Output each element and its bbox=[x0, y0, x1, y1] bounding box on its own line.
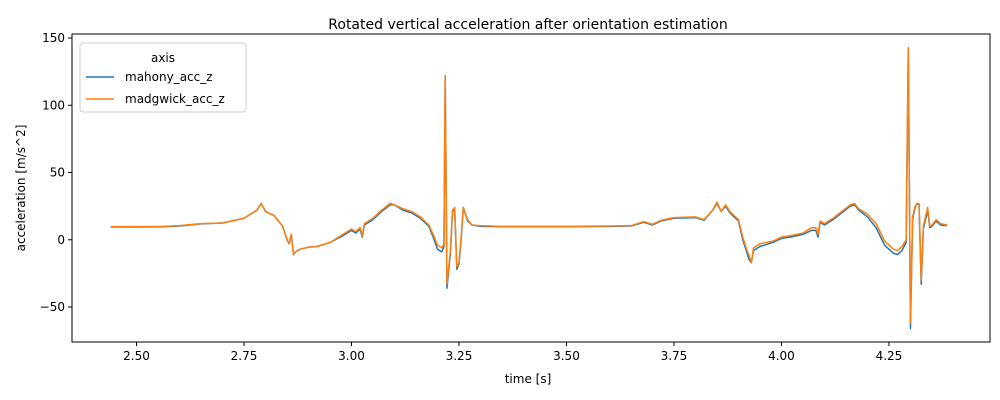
x-tick-label: 3.50 bbox=[553, 349, 580, 363]
x-tick-label: 3.75 bbox=[661, 349, 688, 363]
x-tick-label: 2.75 bbox=[231, 349, 258, 363]
x-tick-label: 2.50 bbox=[123, 349, 150, 363]
x-axis: 2.50 2.75 3.00 3.25 3.50 3.75 4.00 4.25 bbox=[123, 342, 902, 363]
legend-entries: mahony_acc_z madgwick_acc_z bbox=[86, 70, 225, 106]
x-axis-label: time [s] bbox=[505, 372, 552, 386]
y-tick-label: −50 bbox=[40, 300, 65, 314]
y-tick-label: 0 bbox=[57, 233, 65, 247]
x-tick-label: 3.25 bbox=[446, 349, 473, 363]
y-axis: −50 0 50 100 150 bbox=[40, 31, 72, 314]
plot-frame bbox=[71, 33, 991, 343]
y-axis-label: acceleration [m/s^2] bbox=[14, 125, 28, 252]
legend: axis mahony_acc_z madgwick_acc_z bbox=[79, 42, 247, 113]
legend-entry-label: mahony_acc_z bbox=[125, 70, 213, 84]
x-tick-label: 4.25 bbox=[876, 349, 903, 363]
chart-title: Rotated vertical acceleration after orie… bbox=[328, 17, 727, 33]
y-tick-label: 100 bbox=[42, 98, 65, 112]
y-tick-label: 150 bbox=[42, 31, 65, 45]
x-tick-label: 4.00 bbox=[768, 349, 795, 363]
y-tick-label: 50 bbox=[50, 166, 65, 180]
x-tick-label: 3.00 bbox=[338, 349, 365, 363]
legend-box bbox=[79, 42, 247, 113]
plot-area bbox=[110, 46, 948, 330]
legend-title: axis bbox=[151, 51, 175, 65]
series-line-madgwick-acc-z bbox=[110, 46, 948, 324]
legend-entry-label: madgwick_acc_z bbox=[125, 92, 225, 106]
